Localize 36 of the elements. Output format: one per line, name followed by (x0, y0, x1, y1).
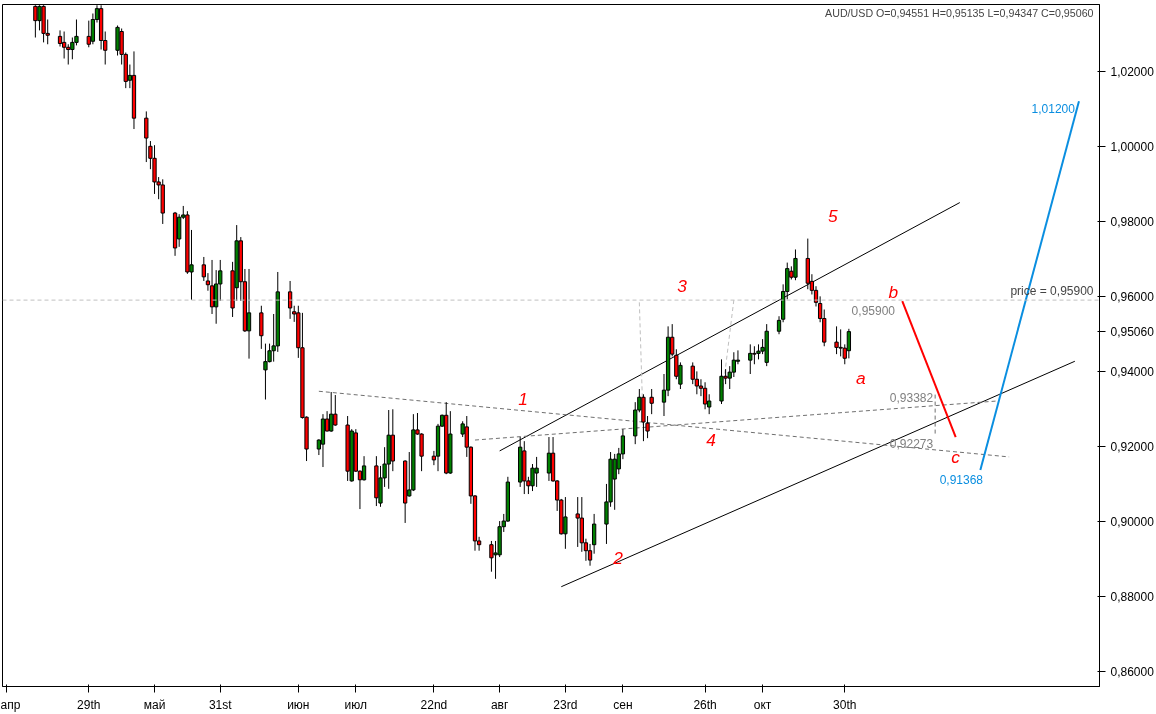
annotation: b (888, 282, 899, 303)
y-tick-label: 0,96000 (1110, 289, 1155, 304)
x-tick-label: 22nd (420, 697, 448, 712)
x-tick-label: 26th (693, 697, 717, 712)
x-tick-label: авг (490, 697, 509, 712)
annotation: c (951, 447, 961, 468)
y-tick-label: 0,98000 (1110, 214, 1155, 229)
y-tick-label: 0,90000 (1110, 514, 1155, 529)
chart-title: AUD/USD O=0,94551 H=0,95135 L=0,94347 C=0,95060 (825, 6, 1094, 19)
x-tick-label: 30th (833, 697, 857, 712)
x-tick-label: май (143, 697, 166, 712)
annotation: 3 (677, 276, 688, 297)
x-tick-label: окт (753, 697, 772, 712)
y-tick-label: 1,02000 (1110, 64, 1155, 79)
x-tick-label: 29th (77, 697, 101, 712)
annotation: 0,93382 (889, 391, 934, 406)
annotation: 1,01200 (1031, 101, 1076, 116)
annotation: 1 (518, 389, 529, 410)
x-tick-label: июн (287, 697, 310, 712)
y-tick-label: 0,95060 (1110, 325, 1155, 340)
annotation: 4 (706, 430, 716, 451)
x-tick-label: июл (344, 697, 368, 712)
annotation: 0,92273 (889, 436, 934, 451)
y-tick-label: 0,92000 (1110, 439, 1155, 454)
annotation: a (855, 368, 866, 389)
annotation: 5 (827, 205, 838, 226)
y-tick-label: 0,94000 (1110, 364, 1155, 379)
x-tick-label: 31st (208, 697, 233, 712)
annotation: 0,95900 (851, 303, 896, 318)
y-tick-label: 0,86000 (1110, 664, 1155, 679)
x-tick-label: 23rd (553, 697, 578, 712)
x-tick-label: апр (0, 697, 21, 712)
y-tick-label: 1,00000 (1110, 139, 1155, 154)
x-tick-label: сен (613, 697, 633, 712)
annotation: 0,91368 (939, 472, 984, 487)
y-tick-label: 0,88000 (1110, 589, 1155, 604)
